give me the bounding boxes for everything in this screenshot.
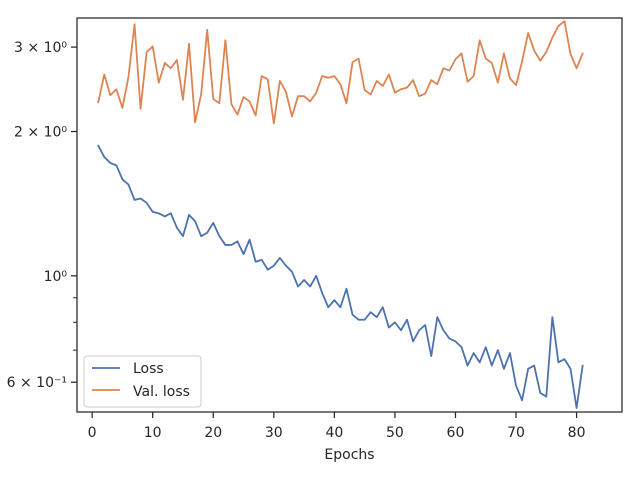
x-tick-label: 0: [88, 425, 97, 441]
x-tick-label: 20: [204, 425, 222, 441]
series-layer: [97, 20, 584, 409]
y-tick-label: 3 × 10⁰: [14, 40, 67, 56]
legend-label-loss: Loss: [133, 361, 164, 377]
x-tick-label: 30: [265, 425, 283, 441]
x-tick-label: 10: [144, 425, 162, 441]
x-tick-label: 80: [568, 425, 586, 441]
x-axis-label: Epochs: [324, 447, 374, 463]
x-axis: 0 10 20 30 40 50 60 70 80: [88, 412, 586, 441]
x-tick-label: 60: [447, 425, 465, 441]
plot-frame: [76, 17, 623, 413]
legend-label-val-loss: Val. loss: [133, 384, 190, 400]
series-line-loss: [97, 144, 584, 409]
x-tick-label: 40: [325, 425, 343, 441]
x-tick-label: 70: [507, 425, 525, 441]
legend: Loss Val. loss: [83, 355, 202, 408]
y-axis: 6 × 10⁻¹ 10⁰ 2 × 10⁰ 3 × 10⁰: [7, 40, 77, 391]
y-tick-label: 10⁰: [44, 269, 68, 285]
x-tick-label: 50: [386, 425, 404, 441]
series-line-val-loss: [97, 20, 584, 125]
y-tick-label: 2 × 10⁰: [14, 125, 67, 141]
y-tick-label: 6 × 10⁻¹: [7, 375, 67, 391]
